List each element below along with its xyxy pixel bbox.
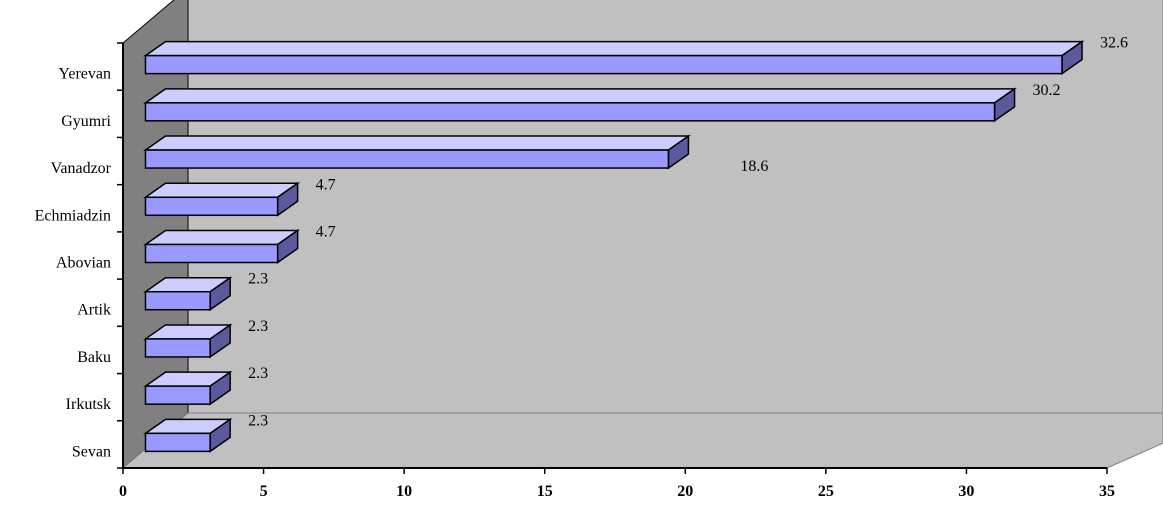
x-tick-label: 30 <box>958 483 974 500</box>
data-label: 30.2 <box>1033 82 1061 99</box>
x-tick-label: 20 <box>677 483 693 500</box>
bar-yerevan <box>143 40 1085 76</box>
category-label: Vanadzor <box>51 160 112 177</box>
bar-top <box>143 40 1085 57</box>
x-tick-label: 10 <box>396 483 412 500</box>
bar-front <box>144 196 279 217</box>
x-tick-label: 25 <box>818 483 834 500</box>
x-tick-label: 15 <box>537 483 553 500</box>
category-label: Gyumri <box>61 113 111 130</box>
bars <box>143 40 1085 453</box>
bar-gyumri <box>143 87 1017 123</box>
x-tick-label: 0 <box>119 483 127 500</box>
bar-front <box>144 243 279 264</box>
category-label: Abovian <box>56 255 111 272</box>
data-label: 2.3 <box>248 412 268 429</box>
bar-vanadzor <box>143 134 691 170</box>
bar-front <box>144 290 211 311</box>
bar-front <box>144 338 211 358</box>
bar-echmiadzin <box>143 181 301 217</box>
category-label: Yerevan <box>58 66 111 83</box>
bar-front <box>144 149 670 169</box>
bar-top <box>143 182 301 199</box>
bar-top <box>143 88 1017 104</box>
x-tick-label: 5 <box>260 483 268 500</box>
floor <box>121 412 1163 469</box>
bar-artik <box>143 276 233 312</box>
data-label: 4.7 <box>316 224 336 241</box>
category-label: Irkutsk <box>66 396 111 413</box>
bar-sevan <box>143 417 233 453</box>
x-tick-label: 35 <box>1099 483 1115 500</box>
data-label: 2.3 <box>248 271 268 288</box>
category-label: Artik <box>77 302 111 319</box>
bar-front <box>144 432 211 453</box>
bar-front <box>144 54 1063 75</box>
x-axis: 0 5 10 15 20 25 30 35 <box>117 42 1115 500</box>
bar-front <box>144 385 211 405</box>
bar-baku <box>143 323 233 359</box>
data-label: 18.6 <box>740 158 768 175</box>
bar-top <box>143 135 691 151</box>
bar-top <box>143 229 301 246</box>
category-label: Echmiadzin <box>35 207 111 224</box>
category-label: Sevan <box>72 443 111 460</box>
bar-abovian <box>143 229 301 264</box>
data-label: 2.3 <box>248 318 268 335</box>
labels: Yerevan 32.6 Gyumri 30.2 Vanadzor 18.6 Echmiad… <box>35 35 1128 461</box>
bar-front <box>144 102 996 122</box>
data-label: 32.6 <box>1100 35 1128 52</box>
data-label: 4.7 <box>316 176 336 193</box>
bar-irkutsk <box>143 370 233 406</box>
data-label: 2.3 <box>248 365 268 382</box>
category-label: Baku <box>77 349 111 366</box>
